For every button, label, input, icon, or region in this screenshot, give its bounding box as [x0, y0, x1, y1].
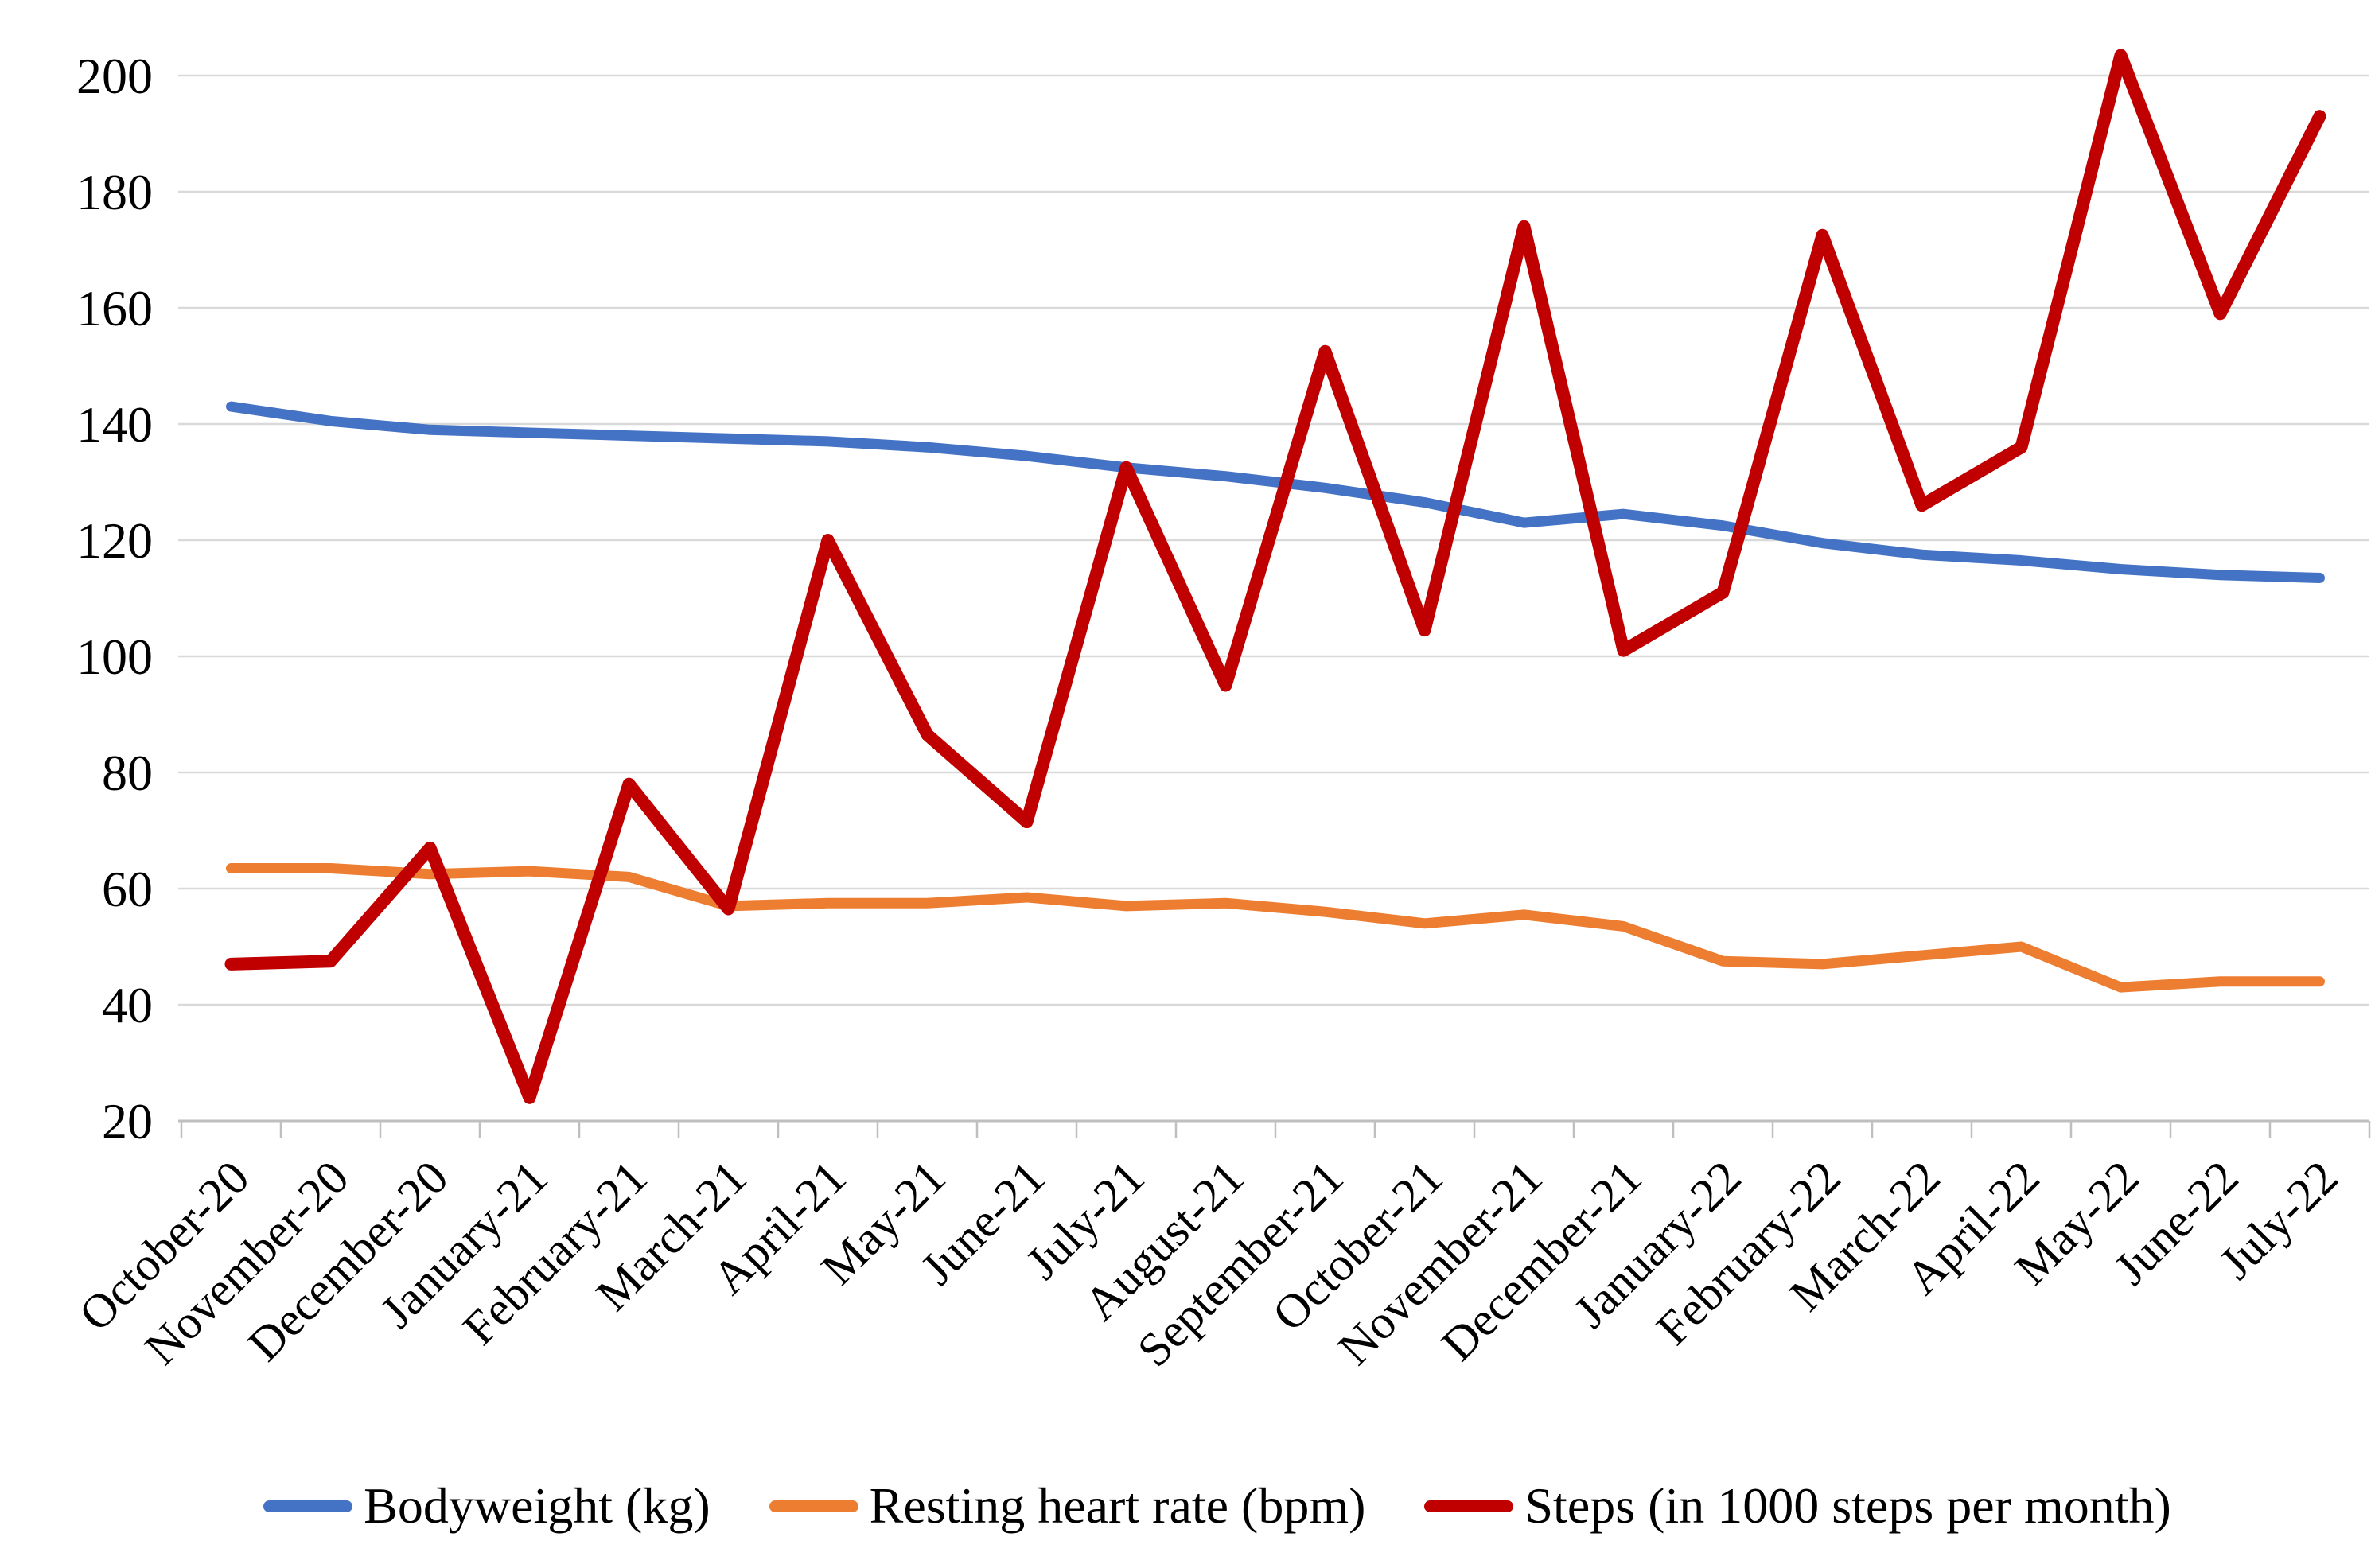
y-axis-tick-label: 180 — [76, 164, 153, 220]
y-axis-tick-label: 200 — [76, 48, 153, 104]
legend-swatch-icon — [1424, 1500, 1514, 1512]
y-axis-tick-label: 40 — [102, 977, 153, 1033]
fitness-line-chart: 20 40 60 80 100 120 140 160 180 200 October-20 Nove… — [32, 13, 2371, 1555]
legend-item: Bodyweight (kg) — [263, 1480, 711, 1531]
y-axis-tick-label: 160 — [76, 280, 153, 337]
line-chart-canvas: 20406080100120140160180200October-20Nove… — [69, 48, 2371, 1376]
y-axis-tick-label: 60 — [102, 861, 153, 917]
chart-legend: Bodyweight (kg) Resting heart rate (bpm) S… — [32, 1470, 2371, 1542]
y-axis-tick-label: 80 — [102, 745, 153, 801]
y-axis-tick-label: 20 — [102, 1093, 153, 1150]
legend-swatch-icon — [769, 1500, 858, 1512]
y-axis-tick-label: 100 — [76, 628, 153, 685]
y-axis-tick-label: 140 — [76, 396, 153, 453]
legend-swatch-icon — [263, 1500, 353, 1512]
series-line-heart-rate — [226, 862, 2325, 993]
legend-label: Bodyweight (kg) — [364, 1477, 711, 1534]
legend-label: Resting heart rate (bpm) — [869, 1477, 1366, 1534]
series-line-steps — [224, 49, 2326, 1104]
y-axis-tick-label: 120 — [76, 512, 153, 569]
legend-label: Steps (in 1000 steps per month) — [1524, 1477, 2171, 1534]
series-line-bodyweight — [226, 401, 2325, 583]
legend-item: Resting heart rate (bpm) — [769, 1477, 1366, 1534]
legend-item: Steps (in 1000 steps per month) — [1424, 1477, 2171, 1534]
